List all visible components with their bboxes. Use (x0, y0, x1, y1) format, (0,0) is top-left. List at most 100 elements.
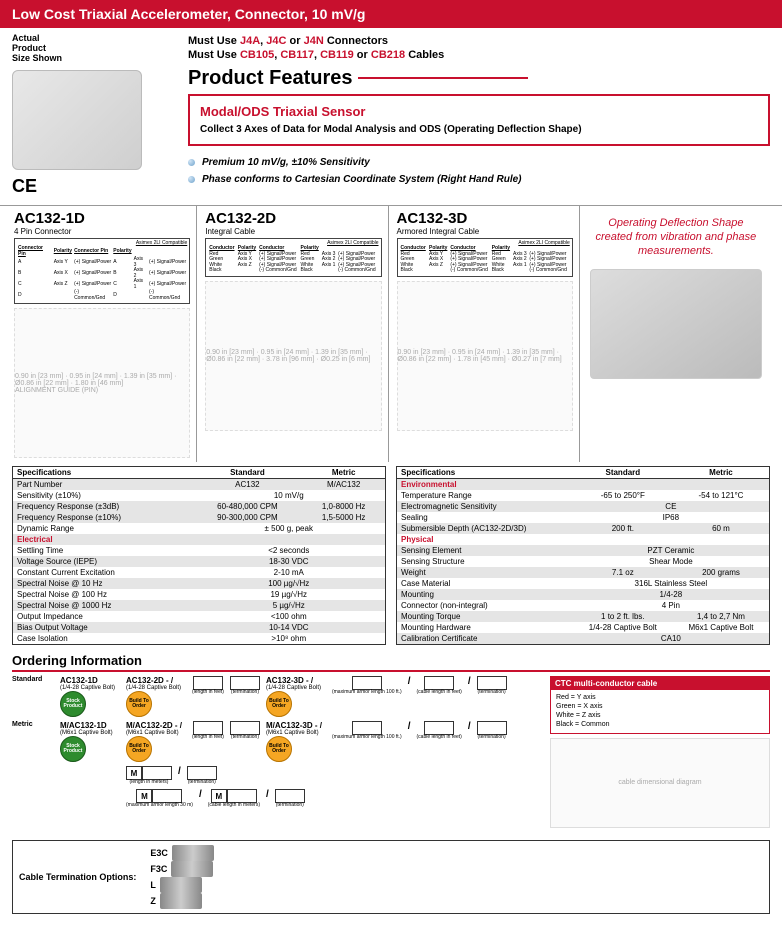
ce-mark-icon: CE (12, 176, 172, 197)
dimensional-diagram: 0.90 in [23 mm] · 0.95 in [24 mm] · 1.39… (205, 281, 381, 431)
top-info-column: Must Use J4A, J4C or J4N Connectors Must… (188, 34, 770, 197)
pin-table: Asimex 2LI CompatibleConductorPolarityCo… (205, 238, 381, 277)
metric-indicator: M (126, 766, 142, 780)
cable-cb117: CB117 (280, 49, 314, 61)
product-photo-column: Actual Product Size Shown CE (12, 34, 172, 197)
cable-cb119: CB119 (320, 49, 354, 61)
order-field[interactable] (477, 721, 507, 735)
cable-cb105: CB105 (240, 49, 274, 61)
ordering-metric-subrow: M(length in meters)/(termination) (60, 766, 542, 785)
order-field[interactable] (193, 721, 223, 735)
build-to-order-badge-icon: Build To Order (266, 736, 292, 762)
model-title: AC132-2D (205, 210, 381, 227)
ordering-part: AC132-3D - /(1/4-28 Captive Bolt)Build T… (266, 676, 326, 717)
ordering-grid: StandardAC132-1D(1/4-28 Captive Bolt)Sto… (12, 676, 542, 827)
build-to-order-badge-icon: Build To Order (126, 691, 152, 717)
bullet-1: Premium 10 mV/g, ±10% Sensitivity (202, 156, 770, 169)
model-title: AC132-3D (397, 210, 573, 227)
specs-row: SpecificationsStandardMetricPart NumberA… (0, 462, 782, 649)
termination-Z: Z (150, 893, 214, 909)
ods-caption: Operating Deflection Shape created from … (588, 210, 764, 265)
termination-E3C: E3C (150, 845, 214, 861)
order-field[interactable] (230, 676, 260, 690)
ordering-part: M/AC132-3D - /(M6x1 Captive Bolt)Build T… (266, 721, 326, 762)
order-field[interactable] (352, 721, 382, 735)
model-subtitle: Armored Integral Cable (397, 227, 573, 236)
termination-F3C: F3C (150, 861, 214, 877)
must-use-cables: Must Use CB105, CB117, CB119 or CB218 Ca… (188, 48, 770, 62)
pin-table: Asimex 2LI CompatibleConductorPolarityCo… (397, 238, 573, 277)
ctc-legend-line: Red = Y axis (556, 693, 764, 702)
model-AC132-3D: AC132-3DArmored Integral Cable Asimex 2LI… (395, 206, 580, 463)
connector-icon (160, 877, 202, 893)
order-field[interactable] (424, 676, 454, 690)
must-use-connectors: Must Use J4A, J4C or J4N Connectors (188, 34, 770, 48)
feature-bullets: Premium 10 mV/g, ±10% Sensitivity Phase … (188, 156, 770, 186)
ordering-row: StandardAC132-1D(1/4-28 Captive Bolt)Sto… (12, 676, 542, 717)
ctc-panel: CTC multi-conductor cable Red = Y axisGr… (550, 676, 770, 827)
connector-j4c: J4C (266, 35, 286, 47)
ctc-box: CTC multi-conductor cable Red = Y axisGr… (550, 676, 770, 733)
order-field[interactable] (230, 721, 260, 735)
dimensional-diagram: 0.90 in [23 mm] · 0.95 in [24 mm] · 1.39… (397, 281, 573, 431)
build-to-order-badge-icon: Build To Order (126, 736, 152, 762)
stock-badge-icon: Stock Product (60, 691, 86, 717)
ctc-legend-line: Black = Common (556, 720, 764, 729)
connector-j4a: J4A (240, 35, 260, 47)
ordering-title: Ordering Information (12, 653, 770, 672)
bullet-2: Phase conforms to Cartesian Coordinate S… (202, 173, 770, 186)
connector-icon (160, 893, 202, 909)
cable-diagram: cable dimensional diagram (550, 738, 770, 828)
build-to-order-badge-icon: Build To Order (266, 691, 292, 717)
specs-left: SpecificationsStandardMetricPart NumberA… (12, 466, 386, 645)
models-row: AC132-1D4 Pin Connector Asimex 2LI Compat… (0, 205, 782, 463)
model-AC132-1D: AC132-1D4 Pin Connector Asimex 2LI Compat… (12, 206, 197, 463)
metric-indicator: M (136, 789, 152, 803)
termination-label: Cable Termination Options: (19, 872, 136, 882)
feature-desc: Collect 3 Axes of Data for Modal Analysi… (200, 123, 758, 136)
ctc-legend: Red = Y axisGreen = X axisWhite = Z axis… (551, 690, 769, 732)
connector-icon (171, 861, 213, 877)
ods-column: Operating Deflection Shape created from … (586, 206, 770, 463)
model-subtitle: 4 Pin Connector (14, 227, 190, 236)
order-field[interactable] (275, 789, 305, 803)
ods-illustration (590, 269, 762, 379)
termination-options: Cable Termination Options: E3CF3CLZ (12, 840, 770, 914)
specs-right: SpecificationsStandardMetricEnvironmenta… (396, 466, 770, 645)
model-title: AC132-1D (14, 210, 190, 227)
ordering-part: AC132-2D - /(1/4-28 Captive Bolt)Build T… (126, 676, 186, 717)
product-photo (12, 70, 142, 170)
order-field[interactable] (424, 721, 454, 735)
feature-title: Modal/ODS Triaxial Sensor (200, 104, 758, 119)
page-header: Low Cost Triaxial Accelerometer, Connect… (0, 0, 782, 28)
order-field[interactable] (477, 676, 507, 690)
order-field[interactable] (193, 676, 223, 690)
ordering-part: M/AC132-2D - /(M6x1 Captive Bolt)Build T… (126, 721, 186, 762)
ordering-metric-subrow: M(maximum armor length 30 m)/M(cable len… (60, 789, 542, 808)
stock-badge-icon: Stock Product (60, 736, 86, 762)
metric-indicator: M (211, 789, 227, 803)
dimensional-diagram: 0.90 in [23 mm] · 0.95 in [24 mm] · 1.39… (14, 308, 190, 458)
ctc-legend-line: Green = X axis (556, 702, 764, 711)
connector-icon (172, 845, 214, 861)
cable-cb218: CB218 (371, 49, 405, 61)
ordering-row: MetricM/AC132-1D(M6x1 Captive Bolt)Stock… (12, 721, 542, 762)
order-field[interactable] (352, 676, 382, 690)
pin-table: Asimex 2LI CompatibleConnector PinPolari… (14, 238, 190, 305)
order-field[interactable] (142, 766, 172, 780)
ctc-header: CTC multi-conductor cable (551, 677, 769, 690)
product-features-title: Product Features (188, 67, 770, 90)
order-field[interactable] (187, 766, 217, 780)
connector-j4n: J4N (304, 35, 324, 47)
model-AC132-2D: AC132-2DIntegral Cable Asimex 2LI Compati… (203, 206, 388, 463)
photo-caption: Actual Product Size Shown (12, 34, 172, 64)
ctc-legend-line: White = Z axis (556, 711, 764, 720)
order-field[interactable] (227, 789, 257, 803)
feature-box: Modal/ODS Triaxial Sensor Collect 3 Axes… (188, 94, 770, 146)
ordering-section: Ordering Information StandardAC132-1D(1/… (0, 649, 782, 833)
ordering-part: AC132-1D(1/4-28 Captive Bolt)Stock Produ… (60, 676, 120, 717)
ordering-part: M/AC132-1D(M6x1 Captive Bolt)Stock Produ… (60, 721, 120, 762)
order-field[interactable] (152, 789, 182, 803)
termination-L: L (150, 877, 214, 893)
model-subtitle: Integral Cable (205, 227, 381, 236)
